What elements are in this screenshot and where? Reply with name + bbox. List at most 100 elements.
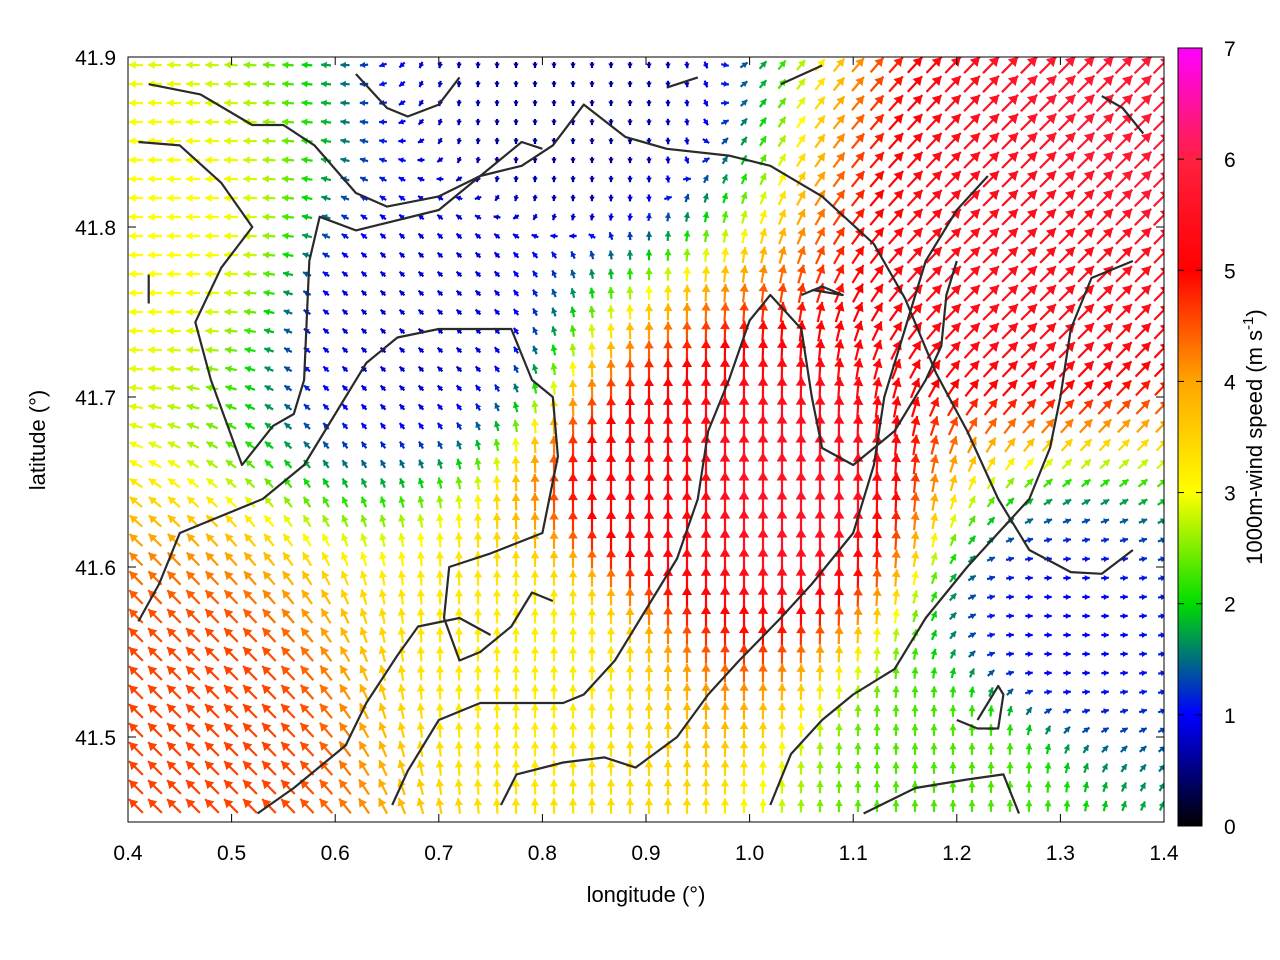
wind-arrow <box>721 247 730 263</box>
wind-arrow <box>128 760 144 776</box>
wind-arrow <box>475 421 482 431</box>
wind-arrow <box>186 477 200 489</box>
wind-arrow <box>283 514 293 528</box>
wind-arrow <box>757 339 769 361</box>
wind-arrow <box>759 172 767 186</box>
wind-arrow <box>167 422 181 430</box>
wind-arrow <box>608 62 614 68</box>
wind-arrow <box>379 80 387 87</box>
wind-arrow <box>261 779 277 795</box>
wind-arrow <box>474 476 482 490</box>
wind-arrow <box>204 137 220 145</box>
wind-arrow <box>910 511 920 531</box>
wind-arrow <box>166 232 182 240</box>
wind-arrow <box>814 226 826 246</box>
wind-arrow <box>166 194 182 202</box>
wind-arrow <box>320 137 332 145</box>
wind-arrow <box>243 308 257 316</box>
wind-arrow <box>1001 75 1019 93</box>
wind-arrow <box>758 741 768 757</box>
wind-arrow <box>417 532 425 548</box>
wind-arrow <box>549 703 559 719</box>
wind-arrow <box>166 213 182 221</box>
wind-arrow <box>719 586 731 608</box>
wind-arrow <box>340 214 350 221</box>
wind-arrow <box>185 251 201 259</box>
wind-arrow <box>1101 651 1109 657</box>
wind-arrow <box>721 155 729 165</box>
wind-arrow <box>681 377 693 399</box>
wind-arrow <box>588 287 596 299</box>
wind-arrow <box>702 99 709 107</box>
wind-arrow <box>663 340 673 360</box>
wind-arrow <box>1077 189 1095 207</box>
wind-arrow <box>721 137 729 145</box>
wind-arrow <box>417 514 425 528</box>
wind-arrow <box>968 668 976 678</box>
wind-arrow <box>1039 284 1057 302</box>
wind-arrow <box>492 703 502 719</box>
wind-arrow <box>587 741 597 757</box>
wind-arrow <box>301 80 313 88</box>
wind-arrow <box>835 780 843 794</box>
wind-arrow <box>321 533 331 547</box>
wind-arrow <box>454 779 464 795</box>
wind-arrow <box>869 75 885 93</box>
wind-arrow <box>531 400 539 414</box>
wind-arrow <box>379 232 387 240</box>
wind-arrow <box>322 514 330 528</box>
wind-arrow <box>570 269 577 279</box>
wind-arrow <box>360 327 368 335</box>
wind-arrow <box>888 132 904 150</box>
wind-arrow <box>777 320 788 342</box>
wind-arrow <box>1101 744 1109 754</box>
wind-arrow <box>281 194 295 202</box>
wind-arrow <box>340 626 350 644</box>
wind-arrow <box>360 496 368 508</box>
wind-arrow <box>968 705 976 717</box>
wind-arrow <box>869 208 885 226</box>
wind-arrow <box>167 346 181 354</box>
wind-arrow <box>204 722 220 738</box>
wind-arrow <box>796 301 807 323</box>
wind-arrow <box>549 684 559 700</box>
wind-arrow <box>494 384 501 392</box>
wind-arrow <box>1138 498 1148 506</box>
wind-arrow <box>906 75 924 93</box>
wind-arrow <box>720 80 730 87</box>
wind-arrow <box>588 305 596 319</box>
wind-arrow <box>608 250 615 260</box>
wind-arrow <box>570 194 576 202</box>
wind-arrow <box>967 535 977 545</box>
wind-arrow <box>223 684 239 700</box>
wind-arrow <box>128 213 144 221</box>
wind-arrow <box>148 459 162 469</box>
colorbar-label: 1000m-wind speed (m s-1) <box>1240 309 1267 564</box>
wind-arrow <box>454 798 464 814</box>
wind-arrow <box>360 289 368 297</box>
wind-arrow <box>834 645 844 663</box>
wind-arrow <box>320 589 332 605</box>
wind-arrow <box>815 664 825 682</box>
wind-arrow <box>925 94 943 112</box>
wind-arrow <box>549 741 559 757</box>
wind-arrow <box>418 61 425 69</box>
wind-arrow <box>944 246 962 264</box>
wind-arrow <box>816 703 824 719</box>
wind-arrow <box>360 308 368 316</box>
wind-arrow <box>280 646 296 662</box>
wind-arrow <box>511 531 521 549</box>
wind-arrow <box>739 760 749 776</box>
wind-arrow <box>513 156 519 164</box>
wind-arrow <box>128 608 144 624</box>
wind-arrow <box>1157 575 1164 582</box>
wind-arrow <box>223 779 239 795</box>
wind-arrow <box>644 684 654 700</box>
wind-arrow <box>398 289 406 297</box>
wind-arrow <box>930 610 938 622</box>
wind-arrow <box>1024 477 1034 489</box>
wind-arrow <box>662 472 674 494</box>
wind-arrow <box>906 265 924 283</box>
wind-arrow <box>244 365 256 373</box>
